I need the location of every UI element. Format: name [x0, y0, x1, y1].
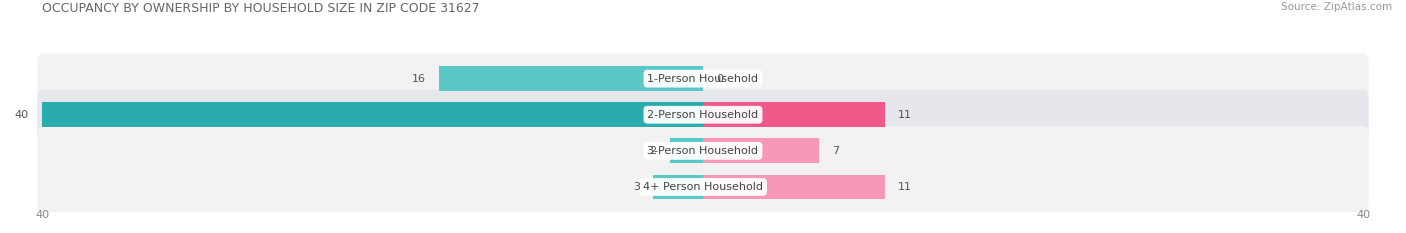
Text: 2-Person Household: 2-Person Household: [647, 110, 759, 120]
Bar: [703, 138, 818, 163]
Text: 11: 11: [898, 182, 912, 192]
Bar: [654, 175, 703, 199]
Bar: [703, 102, 884, 127]
Text: 3-Person Household: 3-Person Household: [648, 146, 758, 156]
Text: 4+ Person Household: 4+ Person Household: [643, 182, 763, 192]
Text: 7: 7: [832, 146, 839, 156]
Text: Source: ZipAtlas.com: Source: ZipAtlas.com: [1281, 2, 1392, 12]
Text: 1-Person Household: 1-Person Household: [648, 74, 758, 84]
Text: 2: 2: [650, 146, 657, 156]
FancyBboxPatch shape: [37, 54, 1369, 103]
Text: 40: 40: [15, 110, 30, 120]
Bar: [42, 102, 703, 127]
Text: 16: 16: [412, 74, 426, 84]
Bar: [439, 66, 703, 91]
FancyBboxPatch shape: [37, 126, 1369, 176]
FancyBboxPatch shape: [37, 90, 1369, 140]
Text: 0: 0: [716, 74, 723, 84]
Text: OCCUPANCY BY OWNERSHIP BY HOUSEHOLD SIZE IN ZIP CODE 31627: OCCUPANCY BY OWNERSHIP BY HOUSEHOLD SIZE…: [42, 2, 479, 15]
Text: 3: 3: [633, 182, 640, 192]
FancyBboxPatch shape: [37, 162, 1369, 212]
Text: 11: 11: [898, 110, 912, 120]
Bar: [703, 175, 884, 199]
Bar: [669, 138, 703, 163]
